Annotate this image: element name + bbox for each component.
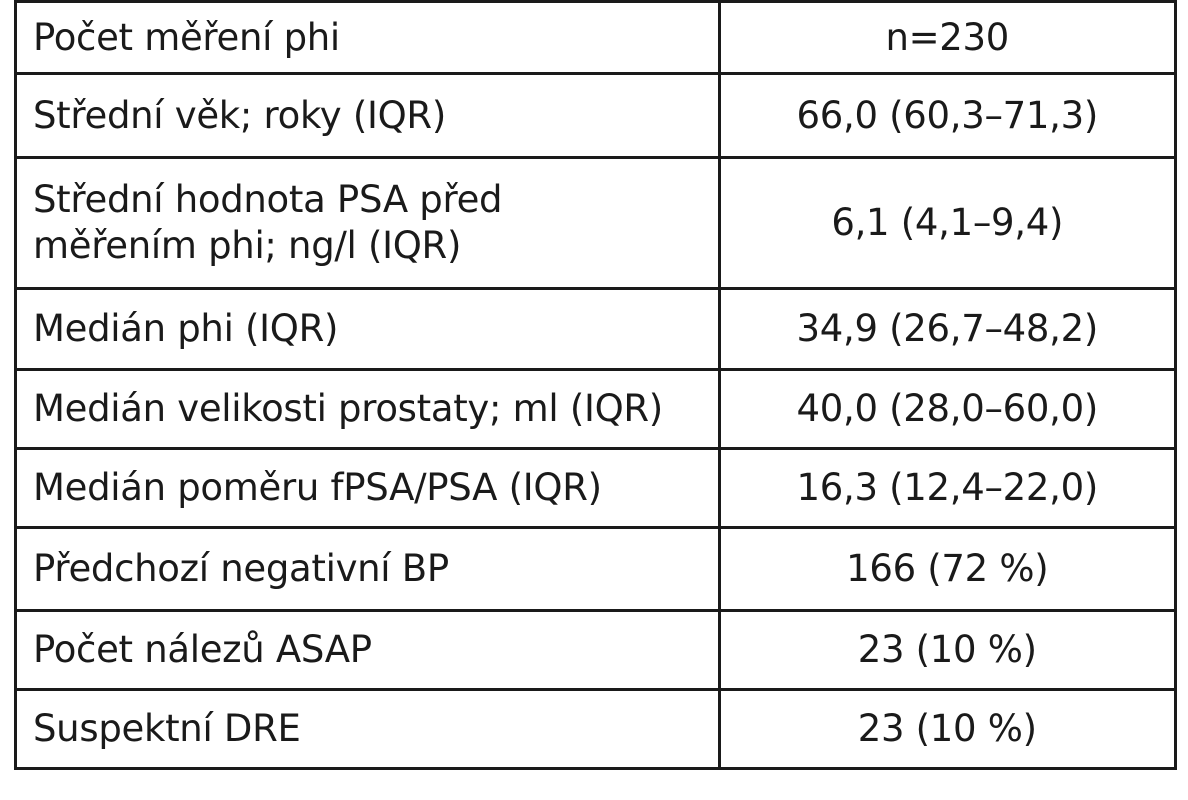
- row-label-text: Střední hodnota PSA před měřením phi; ng…: [33, 178, 503, 267]
- row-value: 23 (10 %): [857, 707, 1037, 750]
- table-row: Suspektní DRE 23 (10 %): [17, 689, 1174, 769]
- row-label: Střední hodnota PSA před měřením phi; ng…: [17, 157, 721, 289]
- table-row: Střední věk; roky (IQR) 66,0 (60,3–71,3): [17, 73, 1174, 158]
- row-value: 166 (72 %): [846, 547, 1049, 590]
- table-row: Počet měření phi n=230: [17, 1, 1174, 74]
- row-label: Medián velikosti prostaty; ml (IQR): [17, 369, 721, 449]
- row-value: 34,9 (26,7–48,2): [796, 307, 1099, 350]
- row-value: n=230: [885, 15, 1010, 59]
- table-row: Střední hodnota PSA před měřením phi; ng…: [17, 157, 1174, 289]
- table-row: Počet nálezů ASAP 23 (10 %): [17, 610, 1174, 690]
- row-label: Suspektní DRE: [17, 689, 721, 769]
- row-label: Střední věk; roky (IQR): [17, 73, 721, 158]
- row-label: Počet měření phi: [17, 1, 721, 74]
- table-row: Medián velikosti prostaty; ml (IQR) 40,0…: [17, 369, 1174, 449]
- row-label: Medián poměru fPSA/PSA (IQR): [17, 448, 721, 528]
- row-value: 40,0 (28,0–60,0): [796, 387, 1099, 430]
- row-value: 23 (10 %): [857, 628, 1037, 671]
- row-value: 66,0 (60,3–71,3): [796, 93, 1099, 137]
- row-label: Medián phi (IQR): [17, 288, 721, 370]
- table-row: Medián phi (IQR) 34,9 (26,7–48,2): [17, 288, 1174, 370]
- row-label: Předchozí negativní BP: [17, 527, 721, 611]
- row-value: 16,3 (12,4–22,0): [796, 466, 1099, 509]
- row-label: Počet nálezů ASAP: [17, 610, 721, 690]
- row-value: 6,1 (4,1–9,4): [831, 201, 1064, 244]
- table-row: Předchozí negativní BP 166 (72 %): [17, 527, 1174, 611]
- table-row: Medián poměru fPSA/PSA (IQR) 16,3 (12,4–…: [17, 448, 1174, 528]
- characteristics-table: Počet měření phi n=230 Střední věk; roky…: [14, 0, 1177, 770]
- data-table: Počet měření phi n=230 Střední věk; roky…: [17, 0, 1174, 770]
